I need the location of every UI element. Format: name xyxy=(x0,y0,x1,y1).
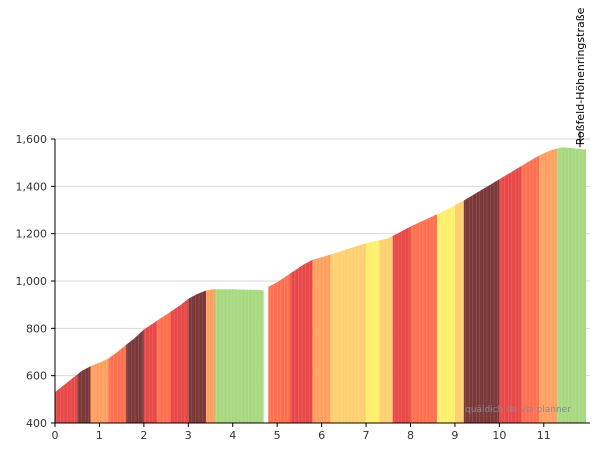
y-tick-label: 600 xyxy=(26,370,47,383)
x-tick-label: 11 xyxy=(537,429,551,442)
profile-segment xyxy=(55,374,78,423)
profile-segment xyxy=(521,155,540,423)
y-tick-label: 1,200 xyxy=(16,228,48,241)
profile-segment xyxy=(437,205,455,423)
profile-segment xyxy=(108,344,127,423)
profile-segment xyxy=(157,311,171,423)
profile-segment xyxy=(268,273,291,423)
profile-segment xyxy=(90,358,109,423)
profile-segment xyxy=(557,147,586,423)
y-tick-label: 1,400 xyxy=(16,180,48,193)
profile-segment xyxy=(366,240,380,423)
profile-segment xyxy=(170,298,189,423)
x-tick-label: 5 xyxy=(274,429,281,442)
x-tick-label: 0 xyxy=(52,429,59,442)
x-tick-label: 2 xyxy=(140,429,147,442)
profile-segment xyxy=(392,226,411,423)
profile-segment xyxy=(499,165,522,423)
annotation-label: Roßfeld-Höhenringstraße xyxy=(574,7,587,145)
profile-segment xyxy=(539,148,558,423)
profile-segment xyxy=(410,214,438,423)
x-tick-label: 4 xyxy=(229,429,236,442)
watermark-text: quäldich.de via planner xyxy=(465,405,571,415)
x-tick-label: 1 xyxy=(96,429,103,442)
profile-segment xyxy=(188,290,207,423)
y-tick-label: 1,000 xyxy=(16,275,48,288)
profile-segment xyxy=(215,289,264,423)
gradient-segments xyxy=(55,147,586,423)
x-tick-label: 3 xyxy=(185,429,192,442)
profile-segment xyxy=(143,320,158,423)
y-tick-label: 400 xyxy=(26,417,47,430)
profile-segment xyxy=(379,236,393,423)
annotations: Roßfeld-Höhenringstraße xyxy=(574,7,587,148)
profile-segment xyxy=(77,366,91,423)
profile-segment xyxy=(330,243,366,423)
profile-segment xyxy=(263,286,269,423)
x-axis-ticks: 0 1 2 3 4 5 6 7 8 9 10 11 xyxy=(52,423,551,442)
y-tick-label: 1,600 xyxy=(16,133,48,146)
profile-segment xyxy=(463,179,500,423)
profile-segment xyxy=(312,254,331,423)
x-tick-label: 9 xyxy=(451,429,458,442)
y-tick-label: 800 xyxy=(26,322,47,335)
x-tick-label: 6 xyxy=(318,429,325,442)
profile-segment xyxy=(126,329,144,423)
profile-segment xyxy=(454,200,464,423)
x-tick-label: 7 xyxy=(363,429,370,442)
x-tick-label: 10 xyxy=(492,429,506,442)
x-tick-label: 8 xyxy=(407,429,414,442)
profile-segment xyxy=(290,259,313,423)
y-axis-ticks: 400 600 800 1,000 1,200 1,400 1,600 xyxy=(16,133,55,430)
profile-segment xyxy=(206,289,215,423)
